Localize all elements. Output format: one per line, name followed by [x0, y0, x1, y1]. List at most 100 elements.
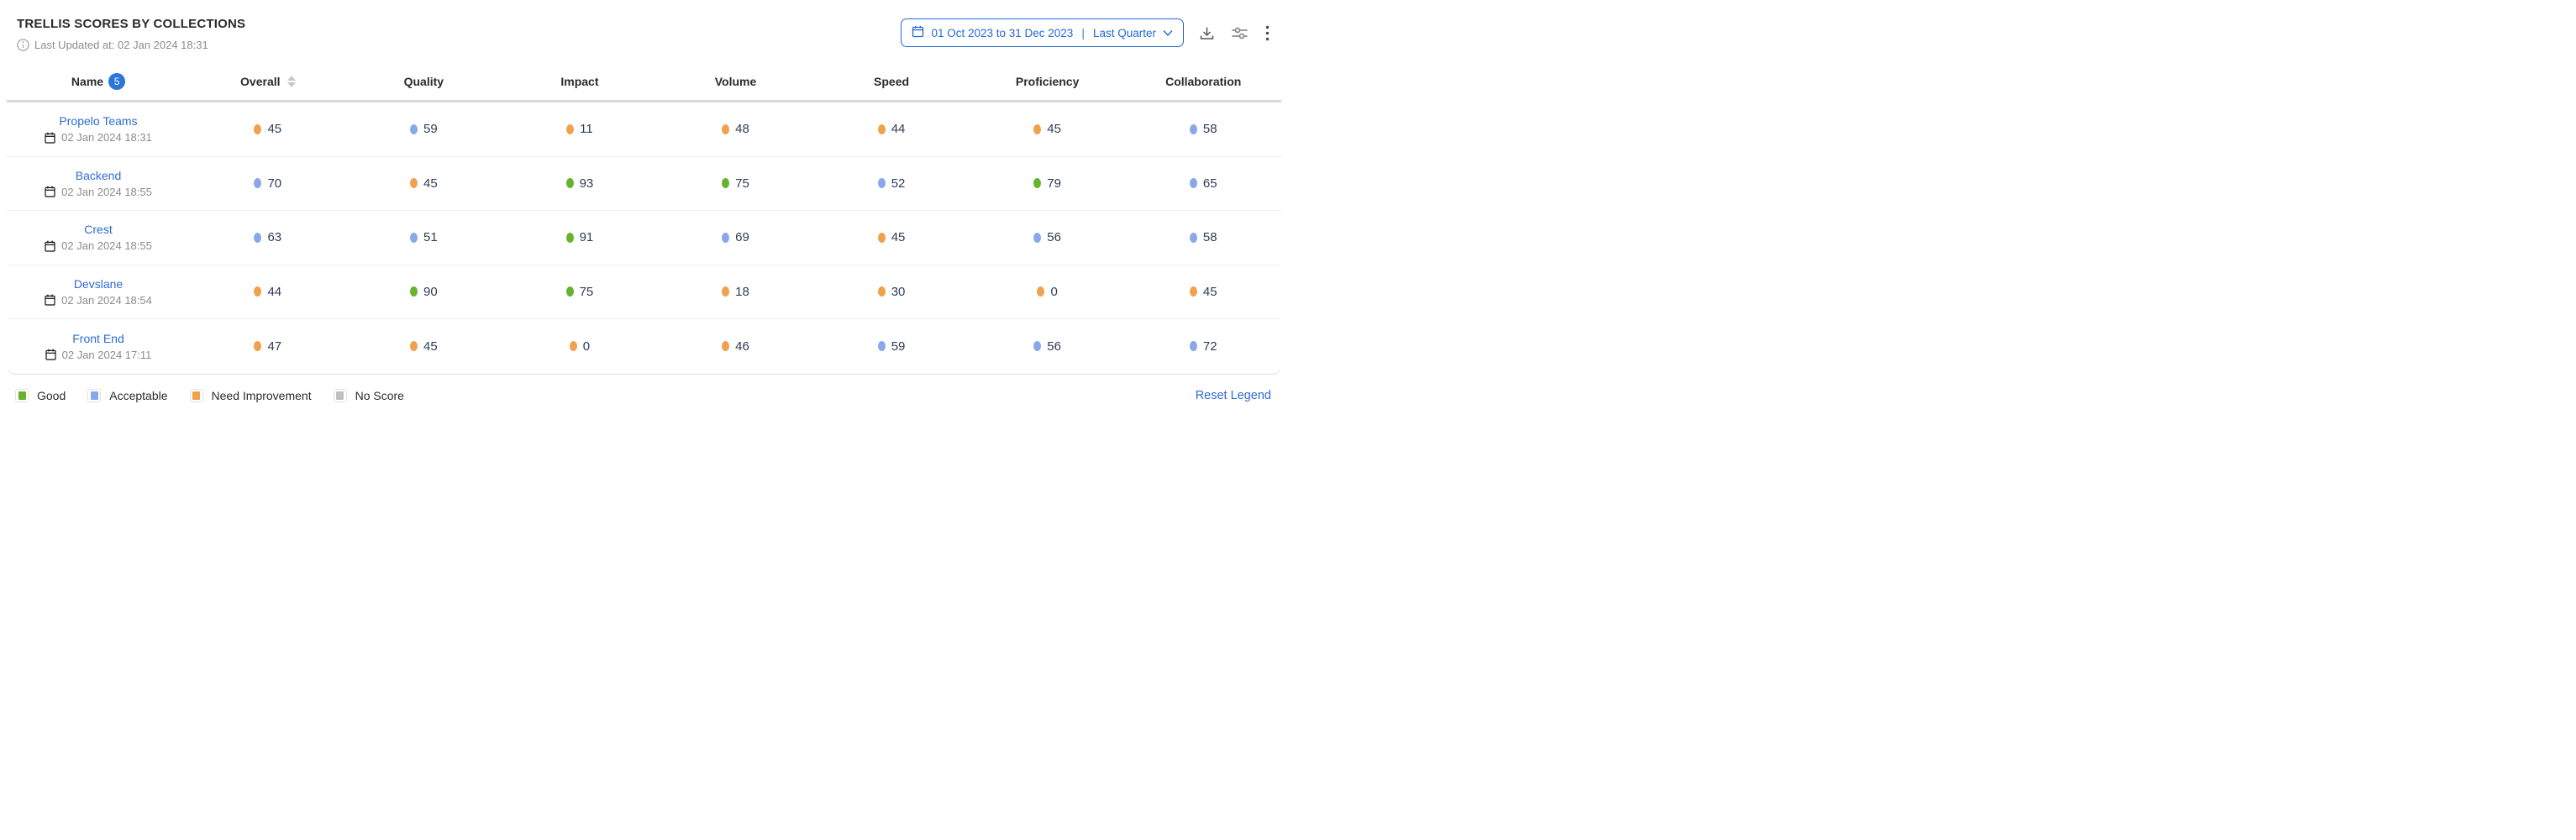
- score-dot: [410, 341, 418, 352]
- score-cell: 59: [346, 122, 502, 136]
- download-button[interactable]: [1198, 24, 1216, 42]
- score-value: 56: [1047, 339, 1061, 354]
- score-dot: [410, 286, 418, 297]
- column-header-overall[interactable]: Overall: [190, 75, 346, 88]
- column-header-label: Quality: [403, 75, 444, 88]
- score-value: 45: [423, 176, 438, 191]
- table-row[interactable]: Front End 02 Jan 2024 17:11 47 45 0 46 59 56 7…: [7, 319, 1281, 374]
- date-range-picker[interactable]: 01 Oct 2023 to 31 Dec 2023 | Last Quarte…: [901, 18, 1184, 47]
- score-value: 44: [891, 122, 906, 137]
- collection-link[interactable]: Crest: [84, 223, 113, 237]
- collection-link[interactable]: Front End: [72, 331, 124, 345]
- column-header-quality: Quality: [346, 75, 502, 88]
- score-cell: 52: [813, 176, 970, 191]
- score-cell: 56: [970, 339, 1126, 354]
- last-updated-text: Last Updated at: 02 Jan 2024 18:31: [34, 39, 208, 51]
- score-value: 59: [423, 122, 438, 137]
- score-dot: [569, 341, 577, 352]
- collection-link[interactable]: Devslane: [73, 276, 124, 291]
- score-value: 72: [1202, 339, 1217, 354]
- legend-bar: Good Acceptable Need Improvement No Score R…: [7, 375, 1281, 402]
- score-value: 45: [891, 230, 906, 245]
- collection-link[interactable]: Backend: [75, 168, 122, 182]
- score-cell: 72: [1125, 339, 1281, 354]
- score-value: 56: [1047, 230, 1061, 245]
- score-dot: [877, 286, 886, 297]
- score-cell: 45: [346, 339, 502, 354]
- calendar-icon: [45, 186, 55, 197]
- row-updated: 02 Jan 2024 17:11: [45, 348, 152, 361]
- row-count-badge: 5: [108, 73, 126, 90]
- score-cell: 75: [658, 176, 814, 191]
- score-value: 45: [1202, 284, 1217, 299]
- score-dot: [410, 178, 418, 189]
- score-cell: 58: [1125, 230, 1281, 244]
- score-value: 75: [735, 176, 749, 191]
- sort-icon[interactable]: [287, 76, 296, 87]
- score-cell: 45: [1125, 285, 1281, 299]
- kebab-menu-icon[interactable]: [1264, 24, 1271, 43]
- legend-item-acceptable[interactable]: Acceptable: [87, 388, 168, 402]
- reset-legend-link[interactable]: Reset Legend: [1195, 388, 1271, 402]
- row-updated-text: 02 Jan 2024 18:55: [61, 239, 152, 253]
- score-dot: [1037, 286, 1045, 297]
- score-cell: 58: [1125, 122, 1281, 136]
- column-header-collaboration: Collaboration: [1125, 75, 1281, 88]
- column-header-volume: Volume: [658, 75, 814, 88]
- score-cell: 44: [813, 122, 970, 136]
- score-dot: [722, 341, 730, 352]
- collection-link[interactable]: Propelo Teams: [59, 114, 138, 129]
- score-cell: 45: [346, 176, 502, 191]
- table-row[interactable]: Crest 02 Jan 2024 18:55 63 51 91 69 45 56 58: [7, 211, 1281, 265]
- name-cell: Front End 02 Jan 2024 17:11: [7, 332, 190, 361]
- legend-item-need_improvement[interactable]: Need Improvement: [189, 388, 312, 402]
- legend-label: Acceptable: [109, 388, 168, 402]
- table-row[interactable]: Devslane 02 Jan 2024 18:54 44 90 75 18 30 0 45: [7, 265, 1281, 319]
- score-value: 45: [267, 122, 282, 137]
- legend-swatch: [189, 388, 203, 402]
- calendar-icon: [45, 240, 55, 252]
- trellis-scores-widget: TRELLIS SCORES BY COLLECTIONS Last Updat…: [0, 0, 1288, 402]
- row-updated-text: 02 Jan 2024 17:11: [61, 348, 152, 361]
- row-updated: 02 Jan 2024 18:55: [45, 186, 152, 198]
- score-cell: 59: [813, 339, 970, 354]
- score-dot: [1189, 178, 1197, 189]
- score-dot: [877, 341, 886, 352]
- score-cell: 90: [346, 285, 502, 299]
- score-cell: 75: [502, 285, 658, 299]
- score-value: 52: [891, 176, 906, 191]
- score-dot: [254, 341, 262, 352]
- calendar-icon: [45, 349, 56, 360]
- score-value: 79: [1047, 176, 1061, 191]
- score-value: 93: [579, 176, 594, 191]
- column-header-proficiency: Proficiency: [970, 75, 1126, 88]
- sliders-icon[interactable]: [1230, 24, 1249, 42]
- legend-item-no_score[interactable]: No Score: [333, 388, 404, 402]
- score-cell: 45: [970, 122, 1126, 136]
- score-dot: [254, 178, 262, 189]
- column-header-impact: Impact: [502, 75, 658, 88]
- chevron-down-icon: [1163, 27, 1173, 39]
- score-cell: 56: [970, 230, 1126, 244]
- table-row[interactable]: Propelo Teams 02 Jan 2024 18:31 45 59 11 48…: [7, 102, 1281, 157]
- score-cell: 45: [813, 230, 970, 244]
- legend: Good Acceptable Need Improvement No Score: [15, 388, 404, 402]
- widget-controls: 01 Oct 2023 to 31 Dec 2023 | Last Quarte…: [901, 18, 1271, 47]
- widget-header: TRELLIS SCORES BY COLLECTIONS Last Updat…: [7, 12, 1281, 51]
- table-row[interactable]: Backend 02 Jan 2024 18:55 70 45 93 75 52 79 65: [7, 157, 1281, 211]
- header-divider: [7, 100, 1281, 102]
- score-dot: [1033, 123, 1042, 134]
- info-icon[interactable]: [17, 39, 29, 51]
- score-cell: 18: [658, 285, 814, 299]
- legend-item-good[interactable]: Good: [15, 388, 66, 402]
- score-cell: 79: [970, 176, 1126, 191]
- score-cell: 48: [658, 122, 814, 136]
- name-cell: Crest 02 Jan 2024 18:55: [7, 223, 190, 252]
- score-cell: 91: [502, 230, 658, 244]
- row-updated: 02 Jan 2024 18:54: [45, 294, 152, 307]
- name-cell: Backend 02 Jan 2024 18:55: [7, 169, 190, 198]
- column-header-label: Speed: [874, 75, 910, 88]
- date-separator: |: [1081, 26, 1085, 39]
- last-updated: Last Updated at: 02 Jan 2024 18:31: [17, 39, 245, 51]
- score-value: 58: [1202, 230, 1217, 245]
